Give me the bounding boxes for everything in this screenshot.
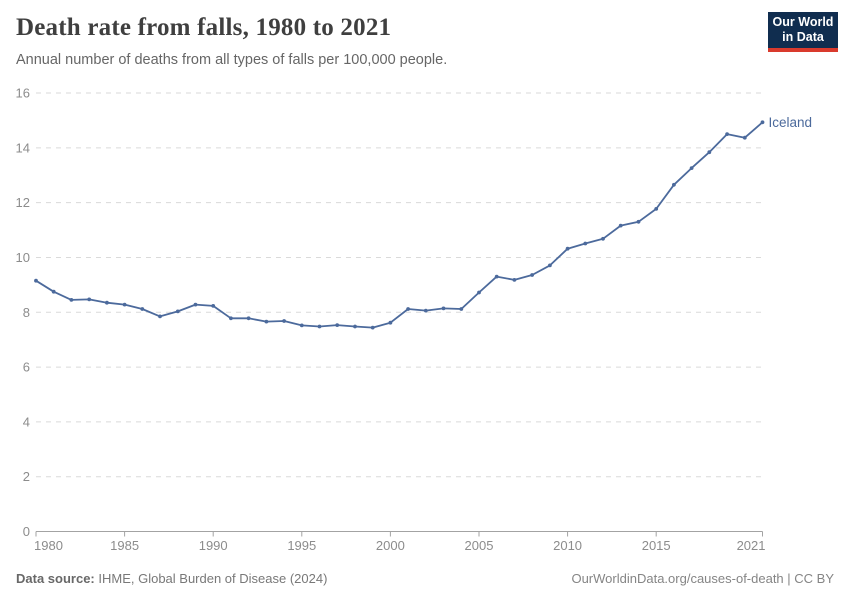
x-axis-tick-label: 1980 [34, 538, 63, 553]
data-point-marker [87, 297, 92, 302]
x-axis-tick-label: 1990 [199, 538, 228, 553]
x-axis-tick-label: 2000 [376, 538, 405, 553]
y-axis-tick-label: 4 [23, 414, 30, 429]
data-point-marker [335, 323, 340, 327]
data-point-marker [494, 274, 499, 279]
data-point-marker [193, 302, 198, 307]
y-axis-tick-label: 2 [23, 469, 30, 484]
y-axis-tick-label: 6 [23, 360, 30, 375]
data-point-marker [618, 223, 623, 228]
data-point-marker [406, 307, 410, 311]
attribution-note: OurWorldinData.org/causes-of-death | CC … [571, 571, 834, 586]
data-point-marker [725, 132, 729, 137]
data-point-marker [707, 150, 712, 155]
owid-logo-line1: Our World [772, 15, 834, 29]
x-axis-tick-label: 2015 [642, 538, 671, 553]
data-source-label: Data source: [16, 571, 95, 586]
x-axis-tick-label: 1995 [287, 538, 316, 553]
data-point-marker [530, 273, 534, 277]
footer: Data source: IHME, Global Burden of Dise… [16, 571, 834, 586]
data-point-marker [175, 309, 180, 314]
data-point-marker [105, 300, 109, 305]
data-point-marker [69, 298, 74, 302]
data-point-marker [441, 306, 446, 311]
data-point-marker [353, 324, 357, 329]
data-point-marker [601, 236, 605, 241]
data-point-marker [672, 182, 676, 187]
y-axis-tick-label: 12 [16, 195, 30, 210]
data-point-marker [583, 241, 588, 246]
data-point-marker [689, 166, 694, 171]
data-point-marker [317, 324, 322, 329]
data-point-marker [477, 290, 481, 295]
data-point-marker [636, 219, 641, 224]
y-axis-tick-label: 10 [16, 250, 30, 265]
data-point-marker [423, 308, 428, 313]
data-series-line [35, 121, 764, 329]
data-point-marker [122, 302, 127, 307]
owid-logo-line2: in Data [782, 30, 824, 44]
data-point-marker [51, 289, 56, 294]
data-point-marker [742, 135, 747, 140]
data-point-marker [565, 246, 570, 251]
data-point-marker [246, 316, 251, 321]
x-axis-tick-label: 2005 [465, 538, 494, 553]
data-point-marker [34, 278, 38, 283]
data-point-marker [388, 320, 393, 325]
data-point-marker [548, 263, 552, 268]
series-end-label: Iceland [769, 115, 813, 130]
data-point-marker [512, 278, 517, 282]
y-axis-tick-label: 14 [16, 140, 30, 155]
data-point-marker [654, 207, 659, 211]
data-point-marker [760, 120, 765, 125]
data-point-marker [282, 319, 286, 323]
data-point-marker [140, 307, 145, 311]
data-point-marker [211, 304, 216, 308]
x-axis-tick-label: 1985 [110, 538, 139, 553]
data-point-marker [158, 314, 162, 319]
page-subtitle: Annual number of deaths from all types o… [16, 52, 448, 68]
data-point-marker [229, 316, 233, 321]
page-title: Death rate from falls, 1980 to 2021 [16, 14, 392, 41]
data-point-marker [264, 319, 269, 324]
x-axis-tick-label: 2021 [737, 538, 766, 553]
data-source-value: IHME, Global Burden of Disease (2024) [94, 571, 328, 586]
data-source-note: Data source: IHME, Global Burden of Dise… [16, 571, 327, 586]
y-axis-tick-label: 0 [23, 524, 30, 539]
data-point-marker [299, 323, 304, 328]
data-point-marker [459, 307, 464, 311]
data-point-marker [370, 325, 375, 330]
x-axis-tick-label: 2010 [553, 538, 582, 553]
y-axis-tick-label: 8 [23, 305, 30, 320]
owid-logo: Our World in Data [768, 12, 838, 52]
y-axis-tick-label: 16 [16, 86, 30, 101]
